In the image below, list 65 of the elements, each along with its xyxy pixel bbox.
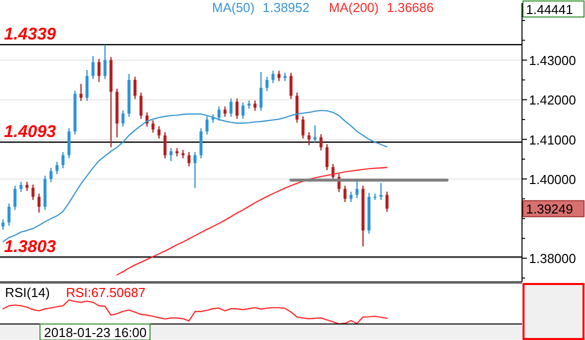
y-tick-label: 1.40000 — [529, 172, 576, 187]
text: MA(200) — [328, 0, 379, 15]
candlestick — [188, 151, 190, 167]
text: MA(50) — [212, 0, 255, 15]
candlestick — [104, 44, 106, 80]
candlestick — [380, 182, 382, 201]
annotation: 1.36686 — [386, 0, 434, 15]
candlestick — [278, 70, 280, 82]
candlestick — [8, 202, 10, 226]
candlestick — [20, 181, 22, 193]
candlestick — [320, 134, 322, 152]
candlestick — [32, 184, 34, 201]
candlestick — [200, 128, 202, 159]
candlestick — [56, 161, 58, 175]
candlestick — [350, 191, 352, 203]
candlestick — [170, 147, 172, 162]
candlestick — [290, 72, 292, 100]
candlestick — [242, 102, 244, 120]
candlestick — [134, 76, 136, 100]
candlestick — [152, 120, 154, 134]
y-tick-label: 1.41000 — [529, 132, 576, 148]
candlestick — [26, 181, 28, 192]
candlestick — [386, 191, 388, 212]
annotation: 1.38952 — [262, 0, 310, 15]
candlestick — [2, 218, 4, 230]
y-tick-label: 1.43000 — [529, 53, 576, 68]
candlestick — [326, 144, 328, 171]
candlestick — [14, 185, 16, 210]
line-series — [116, 166, 388, 276]
candlestick — [308, 132, 310, 146]
text: 1.44441 — [526, 2, 573, 17]
ref-line-label: 1.4339 — [4, 24, 57, 44]
y-tick-label: 1.38000 — [529, 251, 576, 266]
candlestick — [266, 76, 268, 92]
candlestick — [356, 179, 358, 199]
annotation: RSI:67.50687 — [66, 285, 146, 300]
candlestick — [344, 185, 346, 203]
candlestick — [230, 98, 232, 118]
candlestick — [122, 110, 124, 128]
candlestick — [254, 100, 256, 112]
candlestick — [50, 167, 52, 183]
candlestick — [68, 128, 70, 159]
candlestick — [236, 98, 238, 120]
y-tick-label: 1.42000 — [529, 92, 576, 108]
candlestick — [86, 69, 88, 102]
candlestick — [206, 116, 208, 136]
chart-title: RSI(14) — [5, 285, 50, 300]
candlestick — [296, 92, 298, 124]
text: 2018-01-23 16:00 — [44, 325, 147, 340]
candlestick — [272, 70, 274, 84]
candlestick — [314, 124, 316, 144]
text: 1.39249 — [526, 202, 573, 217]
candlestick — [98, 58, 100, 82]
candlestick — [158, 126, 160, 140]
candlestick — [92, 56, 94, 80]
candlestick — [194, 151, 196, 189]
ref-line-label: 1.3803 — [4, 237, 57, 256]
candlestick — [302, 116, 304, 140]
candlestick — [164, 132, 166, 159]
candlestick — [140, 92, 142, 120]
candlestick — [260, 71, 262, 112]
candlestick — [224, 106, 226, 118]
candlestick — [62, 151, 64, 169]
ref-line-label: 1.4093 — [4, 122, 57, 142]
candlestick — [38, 193, 40, 214]
